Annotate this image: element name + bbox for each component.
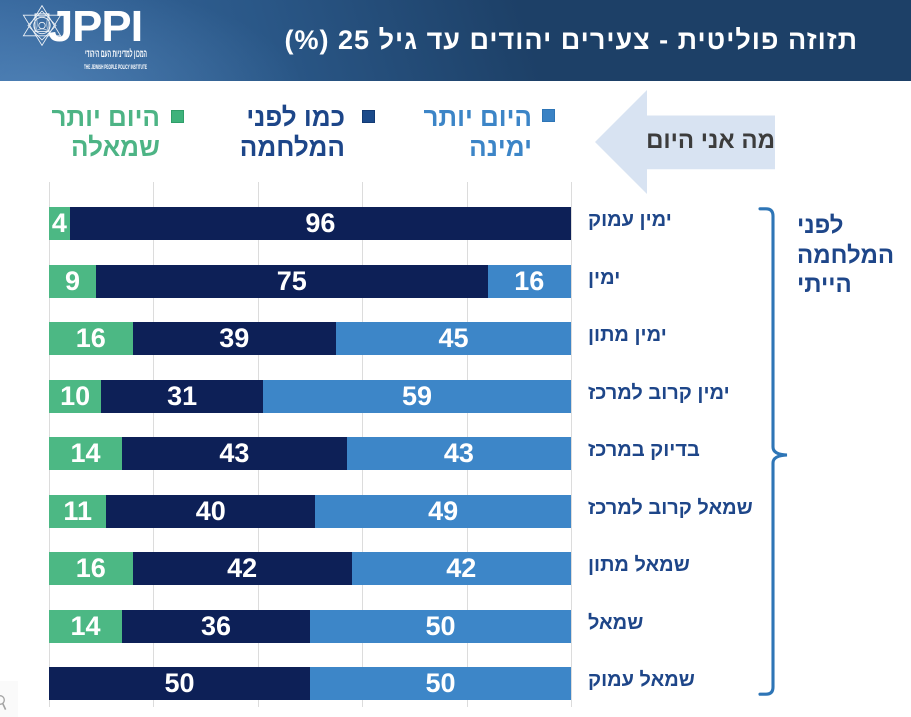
svg-text:המכון למדיניות העם היהודי: המכון למדיניות העם היהודי [85, 48, 147, 60]
svg-text:THE JEWISH PEOPLE POLICY INSTI: THE JEWISH PEOPLE POLICY INSTITUTE [84, 64, 147, 71]
